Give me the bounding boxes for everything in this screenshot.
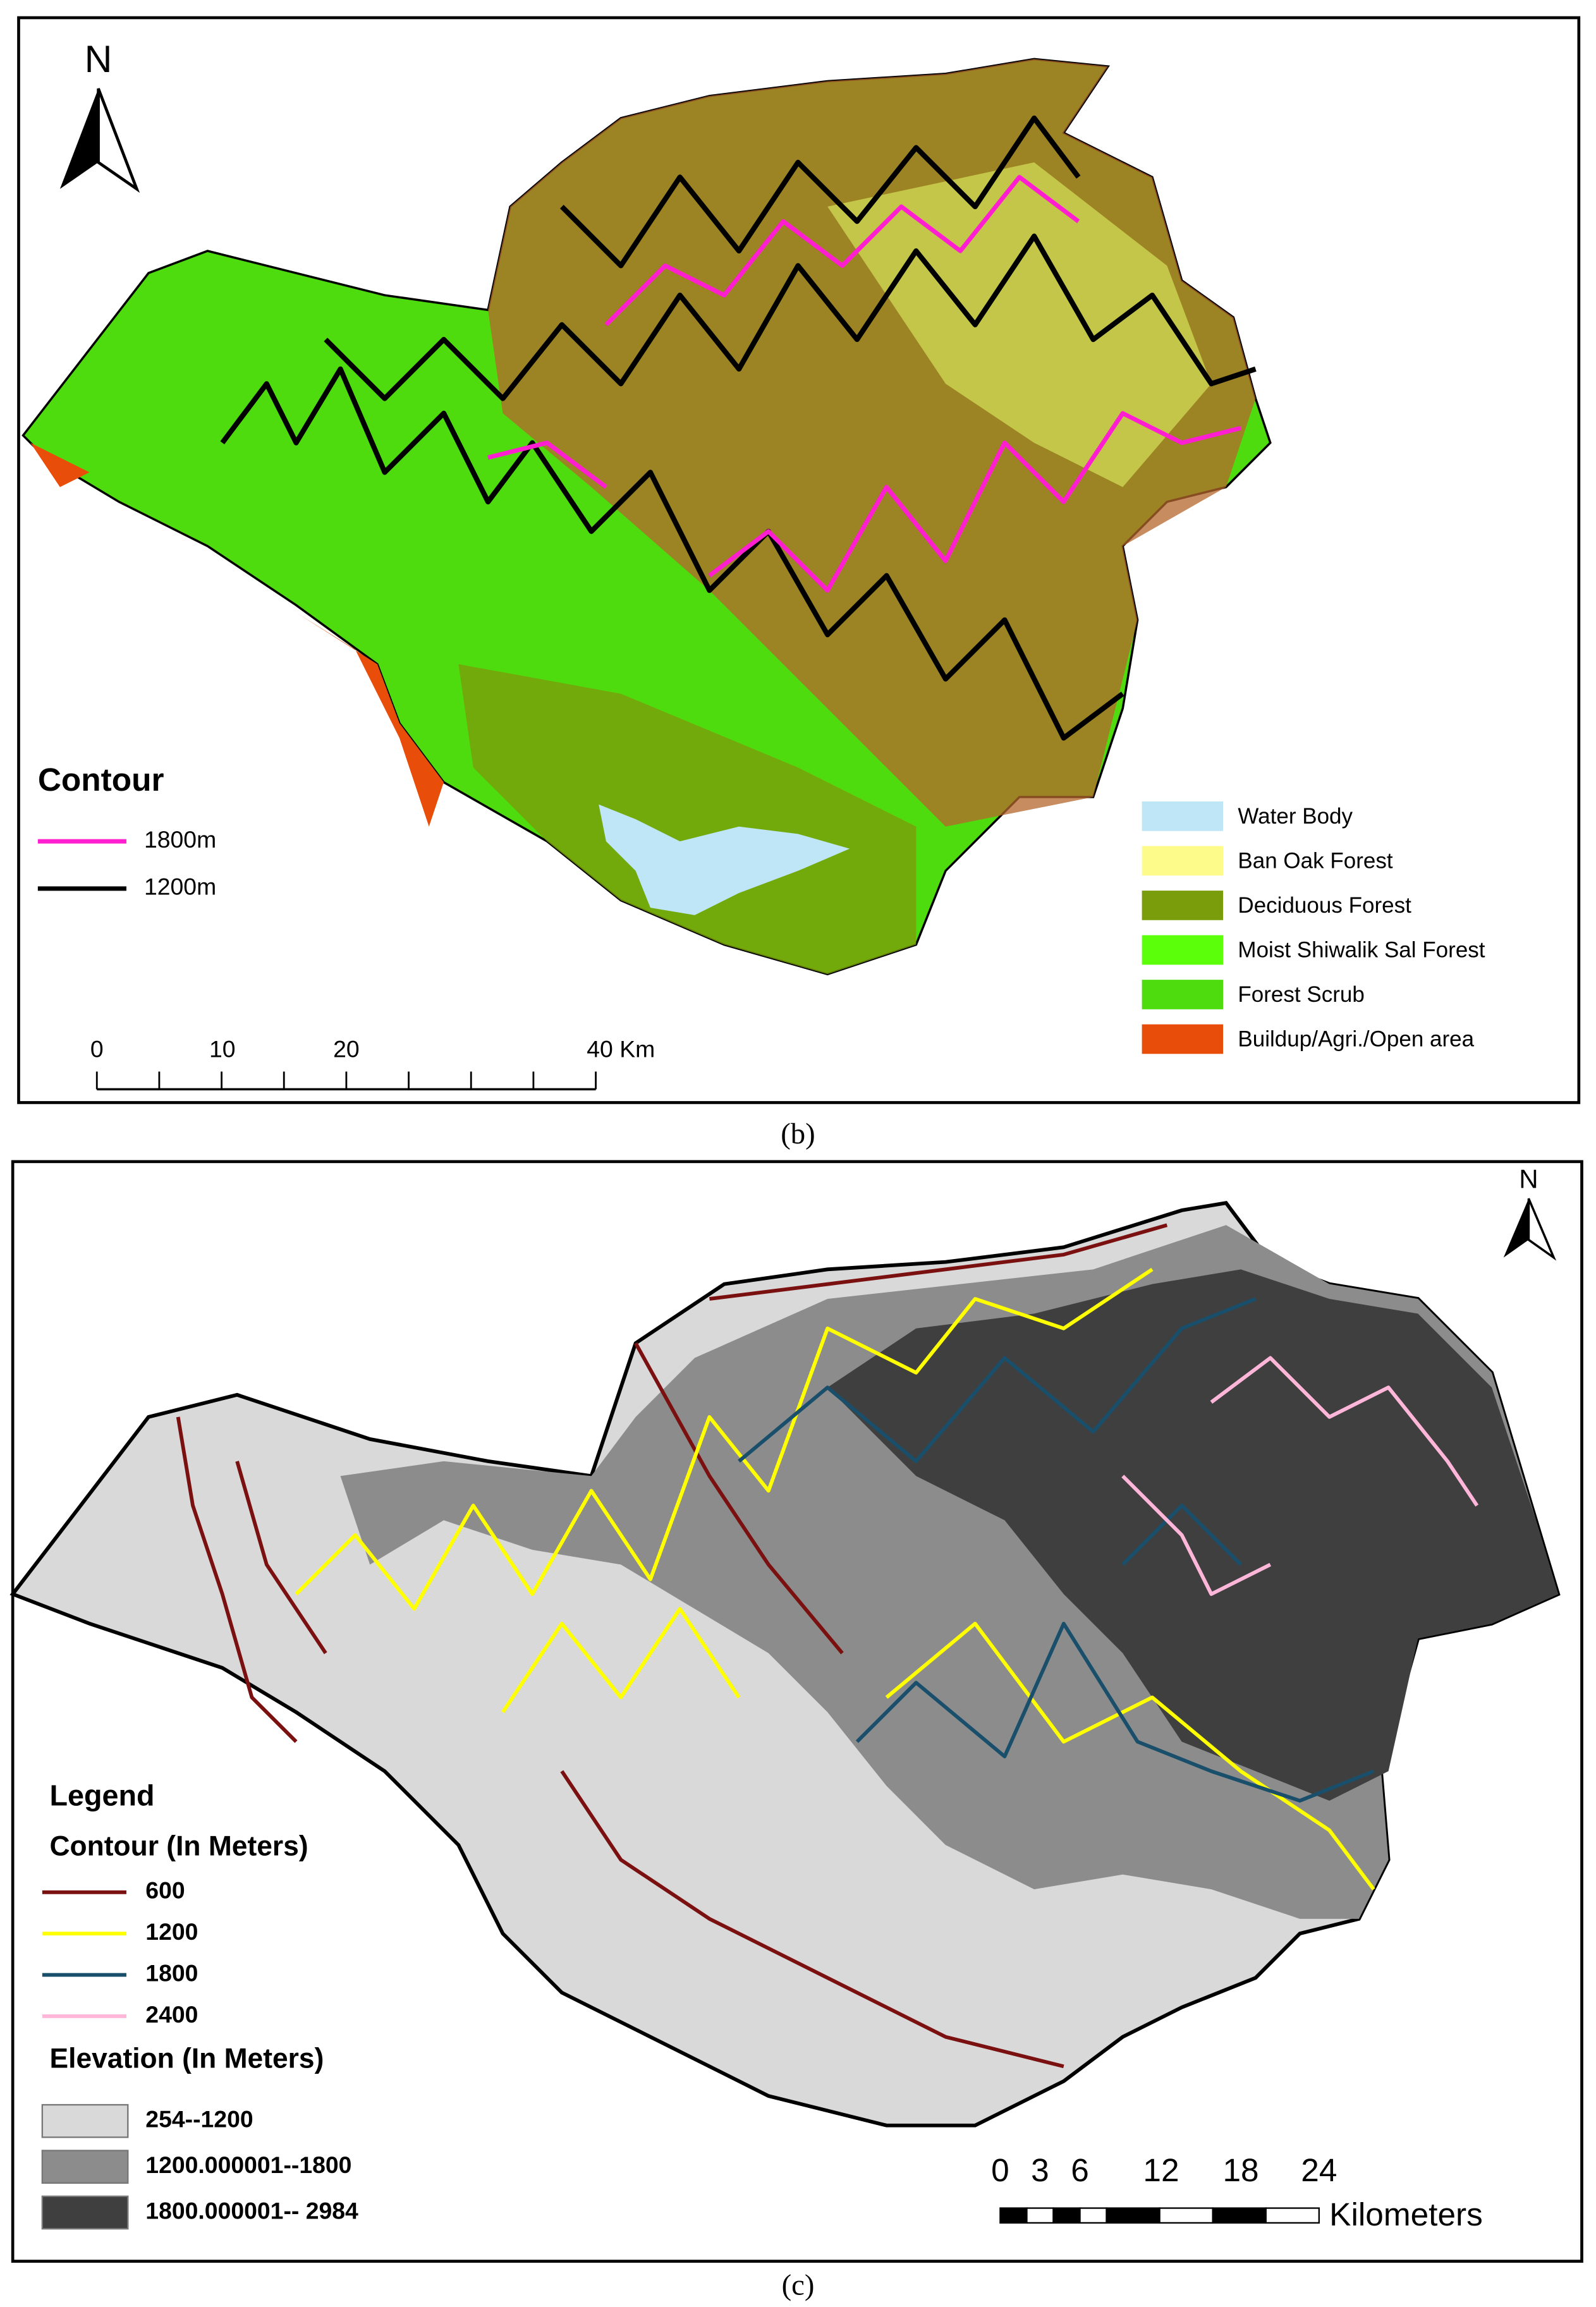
open-area-zone [30,442,444,827]
legend-swatch [1142,846,1224,876]
legend-swatch [41,2103,129,2138]
legend-label: 1200 [145,1918,198,1945]
legend-label: Buildup/Agri./Open area [1238,1027,1474,1052]
scale-segment [1079,2207,1107,2224]
legend-swatch [1142,801,1224,831]
scale-label: 20 [333,1036,360,1062]
contour-line [295,1267,1375,1890]
scale-segment [1026,2207,1054,2224]
scale-label: 10 [209,1036,236,1062]
contour-1800 [487,174,1241,593]
legend-label: 600 [145,1877,185,1904]
scale-segment [999,2207,1028,2224]
legend-subtitle: Contour (In Meters) [50,1830,308,1861]
scale-segment [1265,2207,1320,2224]
scale-segment [1159,2207,1214,2224]
contour-line [176,1223,1168,2069]
legend-label: 1800.000001-- 2984 [145,2197,358,2224]
legend-label: Forest Scrub [1238,982,1364,1007]
scale-label: 0 [90,1036,104,1062]
caption: (b) [781,1117,815,1150]
legend-label: Water Body [1238,804,1353,829]
legend-label: 1200.000001--1800 [145,2152,351,2178]
oak-zone [827,162,1212,487]
legend-swatch [1142,935,1224,965]
scale-label: 24 [1301,2152,1337,2188]
north-arrow [1527,1198,1557,1261]
scale-segment [1106,2207,1160,2224]
contour-legend: 1800m 1200m [37,826,216,900]
legend-swatch [1142,980,1224,1009]
caption: (c) [782,2268,815,2301]
scale-bar: 0 3 6 12 18 24 Kilometers [991,2152,1483,2232]
legend-label: 254--1200 [145,2106,253,2133]
north-label: N [1519,1164,1538,1193]
scale-bar: 0 10 20 40 Km [90,1036,655,1091]
elevation-high [827,1269,1559,1801]
legend-label: 1200m [144,873,216,900]
contour-line [1121,1356,1479,1596]
north-label: N [85,37,113,80]
contour-line [738,1297,1375,1803]
contour-lines [176,1223,1479,2069]
legend-label: 1800 [145,1959,198,1986]
scale-label: 0 [991,2152,1009,2188]
contour-line [604,174,1080,327]
legend-label: 2400 [145,2001,198,2028]
scale-label: 18 [1223,2152,1259,2188]
contour-line [324,233,1257,401]
legend-swatch [1142,1024,1224,1054]
scale-label: 40 Km [587,1036,655,1062]
legend-label: Moist Shiwalik Sal Forest [1238,938,1485,963]
legend-label: 1800m [144,826,216,853]
scale-unit: Kilometers [1329,2196,1483,2232]
contour-line [708,411,1241,593]
legend-subtitle: Elevation (In Meters) [50,2043,324,2074]
contour-1200 [220,115,1257,741]
contour-line [487,441,608,489]
contour-legend: 600 1200 1800 2400 [42,1877,198,2028]
legend-label: Ban Oak Forest [1238,849,1392,873]
north-arrow [59,88,99,189]
scale-segment [1052,2207,1081,2224]
north-arrow [97,88,140,193]
legend-title: Legend [50,1779,155,1812]
scale-label: 6 [1071,2152,1089,2188]
deciduous-zone [458,664,917,975]
legend-label: Deciduous Forest [1238,893,1411,918]
land-cover-legend: Water Body Ban Oak Forest Deciduous Forest… [1142,801,1485,1054]
legend-swatch [41,2195,129,2230]
contour-line [220,366,1124,741]
legend-swatch [1142,891,1224,920]
scale-label: 12 [1143,2152,1179,2188]
contour-line [559,115,1081,269]
legend-swatch [41,2150,129,2184]
scale-label: 3 [1031,2152,1049,2188]
water-body-area [599,804,850,915]
legend-title: Contour [38,761,164,798]
scale-segment [1212,2207,1267,2224]
elevation-legend: 254--1200 1200.000001--1800 1800.000001-- … [41,2103,358,2230]
